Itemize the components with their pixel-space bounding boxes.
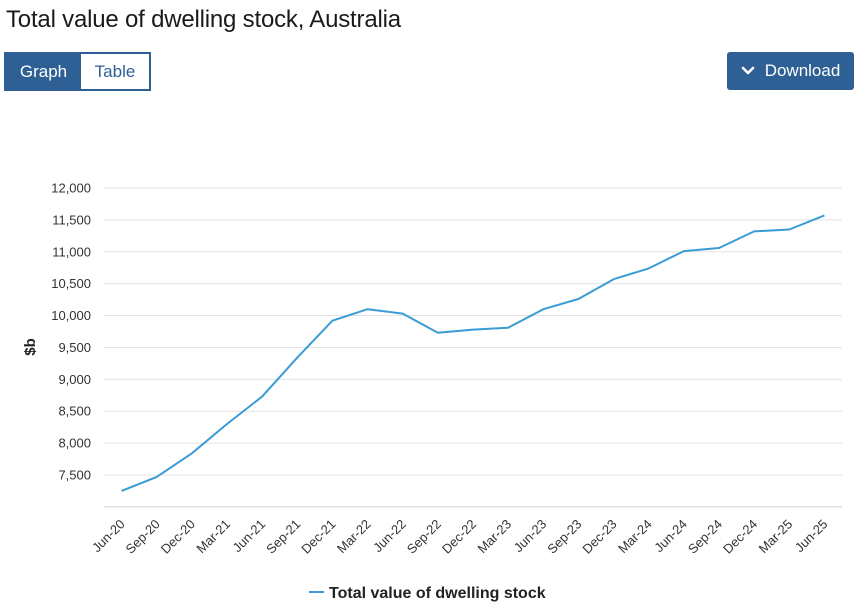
y-tick-label: 7,500 (58, 468, 91, 483)
download-button[interactable]: Download (727, 52, 854, 90)
x-tick-label: Mar-22 (334, 516, 374, 556)
x-tick-label: Dec-24 (720, 516, 760, 556)
series-layer (118, 211, 828, 495)
data-point[interactable] (680, 247, 688, 255)
x-tick-label: Jun-24 (651, 516, 690, 555)
x-tick-label: Sep-24 (685, 516, 725, 556)
x-tick-label: Jun-23 (511, 516, 550, 555)
x-tick-label: Sep-23 (544, 516, 584, 556)
x-tick-label: Jun-20 (89, 516, 128, 555)
graph-tab-button[interactable]: Graph (6, 54, 81, 89)
data-point[interactable] (188, 449, 196, 457)
data-point[interactable] (610, 275, 618, 283)
x-tick-label: Dec-23 (579, 516, 619, 556)
data-point[interactable] (434, 329, 442, 337)
x-tick-label: Sep-21 (263, 516, 303, 556)
data-point[interactable] (750, 227, 758, 235)
data-point[interactable] (258, 393, 266, 401)
view-toggle: Graph Table (4, 52, 151, 91)
y-tick-label: 10,000 (51, 308, 91, 323)
data-point[interactable] (223, 420, 231, 428)
y-tick-label: 8,000 (58, 436, 91, 451)
data-point[interactable] (328, 317, 336, 325)
x-tick-label: Jun-22 (370, 516, 409, 555)
data-point[interactable] (118, 487, 126, 495)
legend[interactable]: Total value of dwelling stock (309, 585, 546, 602)
data-point[interactable] (469, 326, 477, 334)
y-tick-label: 8,500 (58, 404, 91, 419)
data-point[interactable] (820, 211, 828, 219)
x-tick-label: Mar-25 (756, 516, 796, 556)
x-tick-label: Dec-21 (298, 516, 338, 556)
data-point[interactable] (539, 305, 547, 313)
x-tick-label: Mar-24 (615, 516, 655, 556)
y-axis-ticks: 7,500 8,000 8,500 9,000 9,500 10,000 10,500 11,… (51, 181, 91, 483)
y-tick-label: 11,000 (52, 244, 91, 259)
data-point[interactable] (293, 354, 301, 362)
data-point[interactable] (785, 225, 793, 233)
x-tick-label: Jun-25 (792, 516, 831, 555)
table-tab-button[interactable]: Table (81, 54, 149, 89)
legend-label: Total value of dwelling stock (329, 585, 546, 602)
page-title: Total value of dwelling stock, Australia (6, 6, 401, 33)
download-label: Download (764, 61, 841, 80)
data-point[interactable] (715, 244, 723, 252)
data-point[interactable] (364, 305, 372, 313)
series-line (121, 214, 825, 492)
x-axis-ticks: Jun-20Sep-20Dec-20Mar-21Jun-21Sep-21Dec-… (89, 516, 831, 556)
x-tick-label: Dec-20 (158, 516, 198, 556)
y-tick-label: 9,500 (58, 340, 91, 355)
x-tick-label: Mar-21 (193, 516, 233, 556)
x-tick-label: Sep-22 (404, 516, 444, 556)
y-tick-label: 10,500 (51, 276, 91, 291)
x-tick-label: Dec-22 (439, 516, 479, 556)
y-axis-label: $b (22, 338, 39, 356)
data-point[interactable] (504, 324, 512, 332)
chevron-down-icon (741, 66, 754, 75)
y-tick-label: 11,500 (52, 212, 91, 227)
grid-lines (104, 187, 842, 508)
x-tick-label: Mar-23 (475, 516, 515, 556)
data-point[interactable] (574, 295, 582, 303)
data-point[interactable] (645, 264, 653, 272)
data-point[interactable] (153, 473, 161, 481)
y-tick-label: 9,000 (58, 372, 91, 387)
x-tick-label: Jun-21 (230, 516, 269, 555)
y-tick-label: 12,000 (51, 181, 91, 196)
x-tick-label: Sep-20 (123, 516, 163, 556)
data-point[interactable] (399, 310, 407, 318)
